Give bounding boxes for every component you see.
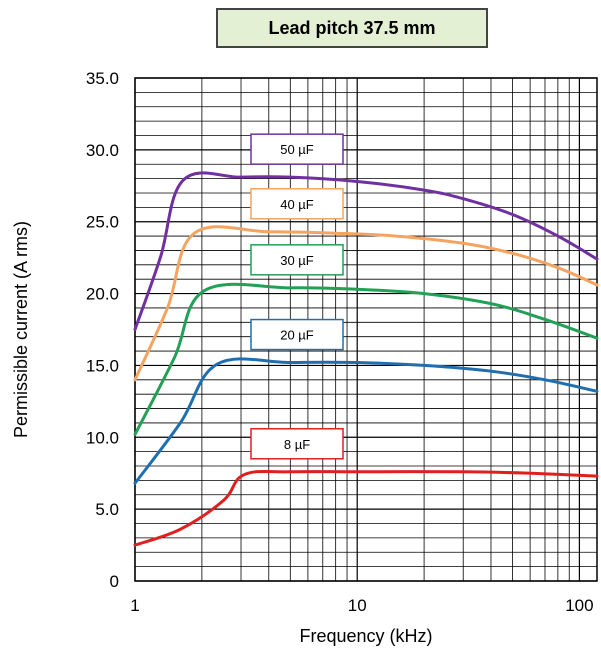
x-axis-label: Frequency (kHz) (299, 626, 432, 646)
chart-grid (134, 77, 598, 582)
legend-box (250, 428, 344, 460)
series-line (133, 469, 599, 547)
y-tick-label: 35.0 (86, 69, 119, 88)
legend-text: 20 µF (280, 328, 314, 343)
y-tick-label: 0 (110, 572, 119, 591)
y-tick-label: 5.0 (95, 500, 119, 519)
chart-title: Lead pitch 37.5 mm (216, 8, 488, 48)
y-tick-label: 20.0 (86, 285, 119, 304)
series-line (133, 282, 599, 436)
legend-text: 8 µF (284, 437, 310, 452)
legend-text: 50 µF (280, 142, 314, 157)
series-legend-label: 30 µF (250, 244, 344, 276)
y-tick-label: 15.0 (86, 356, 119, 375)
x-tick-label: 100 (565, 596, 593, 615)
legend-layer: 50 µF 40 µF 30 µF 20 µF 8 µF (250, 133, 344, 460)
tick-labels: 0 5.0 10.0 15.0 20.0 25.0 30.0 35.0 1 10 100 (86, 69, 594, 615)
series-layer (133, 171, 599, 547)
series-legend-label: 8 µF (250, 428, 344, 460)
series-line (133, 357, 599, 485)
legend-box (250, 318, 344, 351)
series-line (133, 171, 599, 331)
series-legend-label: 20 µF (250, 318, 344, 351)
y-tick-label: 10.0 (86, 428, 119, 447)
legend-box (250, 244, 344, 276)
x-tick-label: 10 (348, 596, 367, 615)
x-tick-label: 1 (130, 596, 139, 615)
y-tick-label: 30.0 (86, 141, 119, 160)
y-tick-label: 25.0 (86, 213, 119, 232)
series-legend-label: 40 µF (250, 188, 344, 220)
series-line (133, 225, 599, 382)
legend-box (250, 188, 344, 220)
y-axis-label: Permissible current (A rms) (11, 221, 31, 438)
legend-box (250, 133, 344, 165)
plot-area (135, 78, 597, 581)
legend-text: 40 µF (280, 197, 314, 212)
series-legend-label: 50 µF (250, 133, 344, 165)
legend-text: 30 µF (280, 253, 314, 268)
